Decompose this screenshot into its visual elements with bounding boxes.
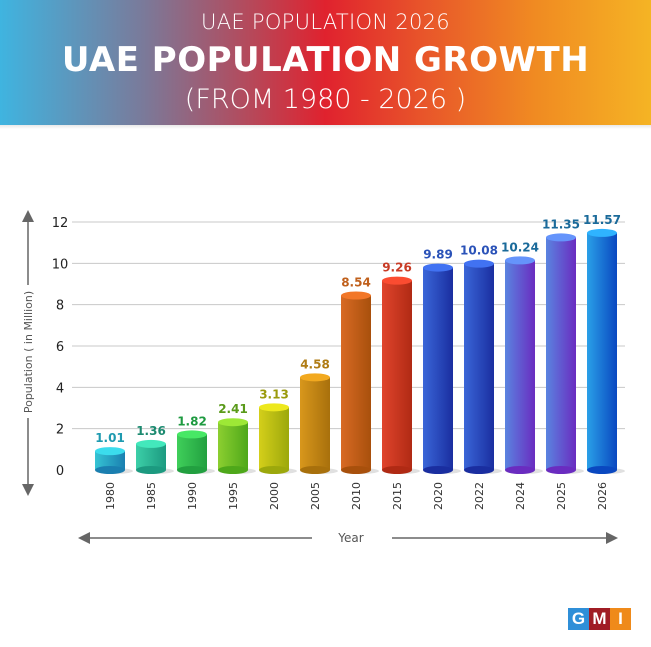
x-tick-labels: 1980 1985 1990 1995 2000 2005 2010 2015 2020 2022… — [104, 482, 609, 510]
y-axis-title: Population ( in Million) — [22, 291, 35, 413]
value-label: 3.13 — [259, 387, 289, 401]
bars — [95, 228, 625, 474]
arrow-left-icon — [78, 532, 90, 544]
bar — [546, 237, 576, 470]
arrow-right-icon — [606, 532, 618, 544]
y-tick-label: 8 — [56, 299, 64, 314]
logo-letter-g: G — [568, 608, 589, 630]
bar — [505, 260, 535, 470]
x-tick-label: 2020 — [432, 482, 445, 510]
value-label: 9.26 — [382, 261, 412, 275]
bar-base — [546, 466, 576, 474]
bar-base — [341, 466, 371, 474]
bar-base — [505, 466, 535, 474]
bar-cap — [136, 439, 166, 448]
x-tick-label: 2022 — [473, 482, 486, 510]
y-tick-label: 10 — [52, 257, 69, 272]
bar-base — [300, 466, 330, 474]
bar-base — [95, 466, 125, 474]
bar — [95, 451, 125, 470]
x-tick-label: 2025 — [555, 482, 568, 510]
value-label: 11.35 — [542, 217, 580, 231]
value-label: 10.24 — [501, 240, 539, 254]
x-axis-title: Year — [337, 531, 363, 545]
bar-cap — [587, 228, 617, 237]
bar-cap — [300, 373, 330, 382]
bar-base — [259, 466, 289, 474]
bar-cap — [505, 256, 535, 265]
x-tick-label: 2000 — [268, 482, 281, 510]
value-label: 4.58 — [300, 357, 330, 371]
y-tick-label: 4 — [56, 381, 64, 396]
value-label: 10.08 — [460, 244, 498, 258]
x-tick-label: 1990 — [186, 482, 199, 510]
gmi-logo: G M I — [568, 608, 631, 630]
bar-base — [177, 466, 207, 474]
bar-base — [218, 466, 248, 474]
x-tick-label: 1980 — [104, 482, 117, 510]
bar-base — [136, 466, 166, 474]
logo-letter-m: M — [589, 608, 610, 630]
header-banner: UAE POPULATION 2026 UAE POPULATION GROWT… — [0, 0, 651, 125]
bar — [259, 407, 289, 470]
banner-shadow — [0, 125, 651, 129]
value-label: 9.89 — [423, 248, 453, 262]
bar — [464, 263, 494, 470]
bar — [382, 280, 412, 470]
bar-base — [464, 466, 494, 474]
bar-cap — [341, 291, 371, 300]
header-subtitle: UAE POPULATION 2026 — [201, 10, 450, 34]
bar — [587, 232, 617, 470]
bar-cap — [546, 233, 576, 242]
y-tick-label: 12 — [52, 216, 69, 231]
bar — [218, 422, 248, 470]
bar-base — [423, 466, 453, 474]
x-tick-label: 2010 — [350, 482, 363, 510]
x-tick-label: 2005 — [309, 482, 322, 510]
value-label: 1.01 — [95, 431, 125, 445]
arrow-up-icon — [22, 210, 34, 222]
bar-cap — [259, 403, 289, 412]
value-label: 8.54 — [341, 276, 371, 290]
bar-cap — [95, 447, 125, 456]
y-tick-label: 6 — [56, 340, 64, 355]
x-tick-label: 2026 — [596, 482, 609, 510]
bar-base — [382, 466, 412, 474]
logo-letter-i: I — [610, 608, 631, 630]
header-range: (FROM 1980 - 2026 ) — [184, 84, 467, 115]
x-tick-label: 2015 — [391, 482, 404, 510]
bar-cap — [464, 259, 494, 268]
x-tick-label: 2024 — [514, 482, 527, 510]
value-label: 2.41 — [218, 402, 248, 416]
y-tick-labels: 0 2 4 6 8 10 12 — [52, 216, 69, 479]
arrow-down-icon — [22, 484, 34, 496]
header-title: UAE POPULATION GROWTH — [61, 40, 590, 80]
x-tick-label: 1995 — [227, 482, 240, 510]
y-tick-label: 0 — [56, 464, 64, 479]
bar-cap — [218, 418, 248, 427]
bar — [177, 434, 207, 470]
bar-cap — [177, 430, 207, 439]
value-labels: 1.01 1.36 1.82 2.41 3.13 4.58 8.54 9.26 9.89 10.0… — [95, 213, 621, 445]
value-label: 11.57 — [583, 213, 621, 227]
bar — [423, 267, 453, 470]
y-tick-label: 2 — [56, 423, 64, 438]
bar — [300, 377, 330, 470]
bar-cap — [382, 276, 412, 285]
bar — [136, 443, 166, 470]
x-tick-label: 1985 — [145, 482, 158, 510]
bar — [341, 295, 371, 470]
bar-base — [587, 466, 617, 474]
value-label: 1.82 — [177, 414, 207, 428]
axes: Population ( in Million) Year — [22, 210, 618, 545]
bar-cap — [423, 263, 453, 272]
value-label: 1.36 — [136, 424, 166, 438]
